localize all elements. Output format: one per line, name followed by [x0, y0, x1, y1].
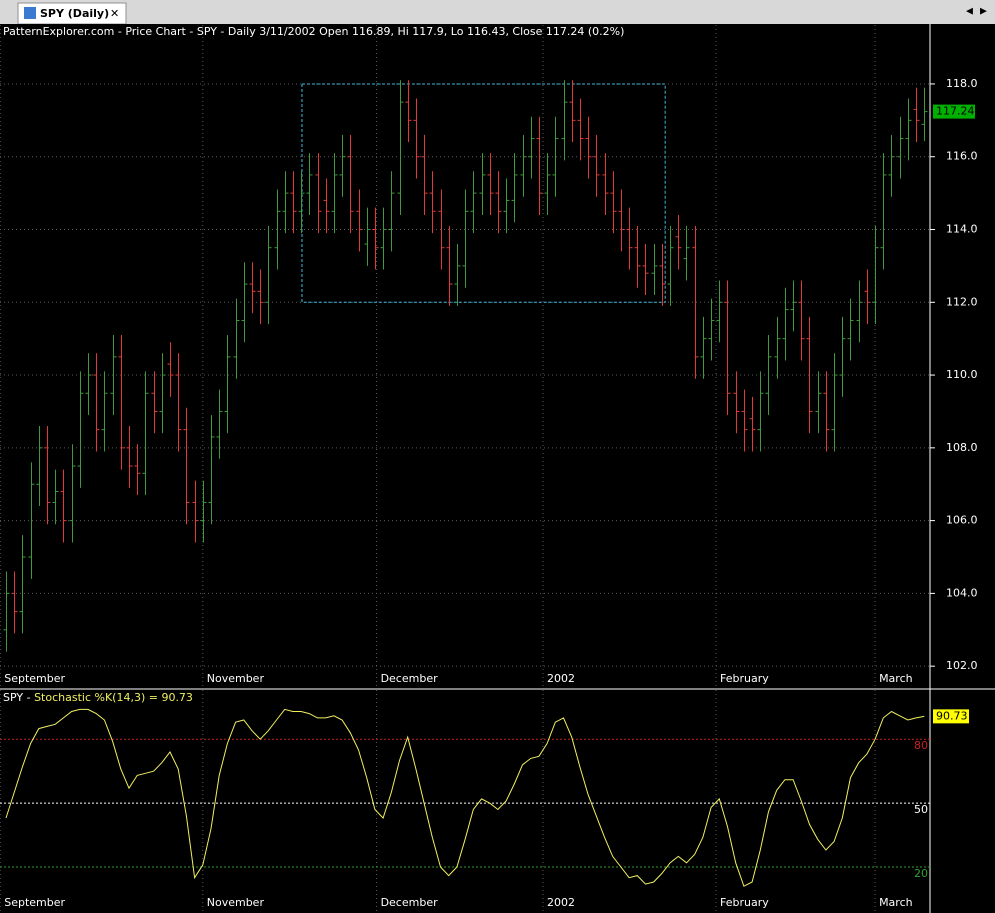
- y-tick-label: 104.0: [946, 586, 978, 599]
- tab-icon: [24, 7, 36, 19]
- y-tick-label: 80: [914, 739, 928, 752]
- tab-title[interactable]: SPY (Daily): [40, 7, 109, 20]
- x-tick-label: 2002: [547, 672, 575, 685]
- last-price-box: [933, 104, 975, 119]
- x-tick-label: February: [720, 672, 769, 685]
- x-tick-label: 2002: [547, 896, 575, 909]
- y-tick-label: 50: [914, 803, 928, 816]
- x-tick-label: November: [207, 672, 265, 685]
- x-tick-label: September: [4, 672, 65, 685]
- y-tick-label: 108.0: [946, 441, 978, 454]
- indicator-prefix: SPY -: [3, 691, 34, 704]
- x-tick-label: September: [4, 896, 65, 909]
- stochastic-line: [5, 708, 925, 887]
- x-tick-label: December: [381, 672, 439, 685]
- x-tick-label: March: [879, 896, 913, 909]
- last-value-box: [933, 709, 969, 724]
- last-value-label: 90.73: [936, 709, 968, 722]
- x-tick-label: November: [207, 896, 265, 909]
- indicator-title: SPY - Stochastic %K(14,3) = 90.73: [3, 691, 193, 704]
- indicator-name: Stochastic %K(14,3) = 90.73: [34, 691, 193, 704]
- chart-background: [0, 24, 995, 913]
- last-price-label: 117.24: [936, 105, 975, 118]
- tab-close[interactable]: ✕: [110, 7, 119, 20]
- x-tick-label: February: [720, 896, 769, 909]
- pattern-box: [301, 83, 666, 303]
- scroll-left[interactable]: ◀: [966, 7, 973, 17]
- scroll-right[interactable]: ▶: [980, 7, 987, 17]
- x-tick-label: December: [381, 896, 439, 909]
- chart-title: PatternExplorer.com - Price Chart - SPY …: [3, 25, 624, 38]
- y-tick-label: 106.0: [946, 514, 978, 527]
- y-tick-label: 114.0: [946, 223, 978, 236]
- y-tick-label: 118.0: [946, 77, 978, 90]
- y-tick-label: 112.0: [946, 295, 978, 308]
- y-tick-label: 102.0: [946, 659, 978, 672]
- x-tick-label: March: [879, 672, 913, 685]
- y-tick-label: 116.0: [946, 150, 978, 163]
- y-tick-label: 110.0: [946, 368, 978, 381]
- y-tick-label: 20: [914, 867, 928, 880]
- tab-bar: [0, 0, 995, 24]
